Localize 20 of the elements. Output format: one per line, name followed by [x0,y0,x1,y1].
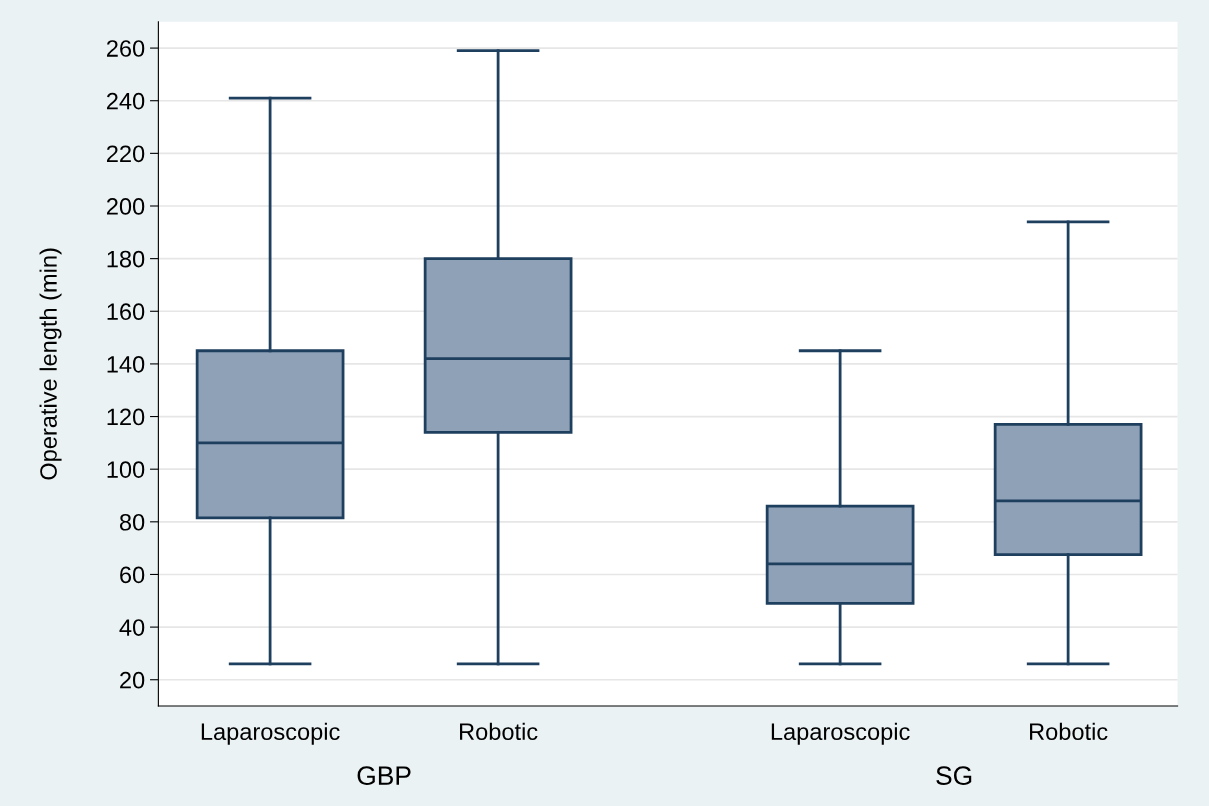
y-tick-label: 160 [107,303,145,321]
x-tick-label: Robotic [460,722,538,741]
y-tick-label: 220 [106,145,145,163]
y-tick-label: 100 [107,461,145,478]
x-tick-label: Laparoscopic [771,722,910,745]
text: SG [936,766,972,785]
y-tick-label: 80 [119,513,145,531]
y-tick-label: 180 [107,250,145,268]
x-tick-label: Laparoscopic [201,722,340,745]
y-tick-label: 60 [120,566,145,584]
y-tick-label: 260 [106,40,145,57]
y-tick-label: 140 [107,355,145,373]
y-tick-label: 20 [120,671,145,689]
x-tick-label: Robotic [1030,722,1108,741]
y-axis-title: Operative length (min) [39,248,62,480]
y-tick-label: 120 [107,408,145,426]
text: GBP [357,766,411,785]
y-tick-label: 240 [106,92,145,110]
y-tick-label: 200 [106,198,145,215]
y-tick-label: 40 [119,619,145,636]
